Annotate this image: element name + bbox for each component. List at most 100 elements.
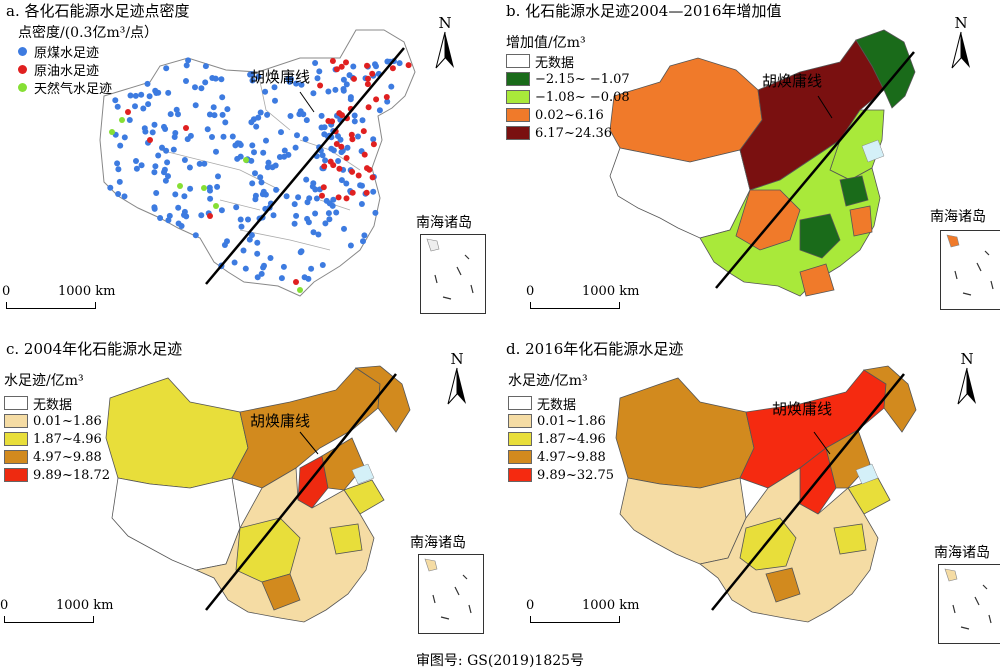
density-dot xyxy=(361,151,368,158)
density-dot xyxy=(303,176,310,183)
density-dot xyxy=(115,166,122,173)
legend-c-item: 0.01~1.86 xyxy=(33,413,102,429)
south-china-sea-inset xyxy=(418,554,484,634)
density-dot xyxy=(265,159,272,166)
swatch-class-1 xyxy=(4,414,28,428)
density-dot xyxy=(364,62,370,69)
density-dot xyxy=(335,158,342,164)
scale-bar: 0 1000 km xyxy=(0,598,204,630)
map-d xyxy=(615,365,917,623)
density-dot xyxy=(338,143,345,150)
density-dot xyxy=(320,184,327,191)
panel-c: c. 2004年化石能源水足迹 水足迹/亿m³ 无数据 0.01~1.86 1.… xyxy=(0,338,500,668)
density-dot xyxy=(263,137,269,144)
north-label: N xyxy=(450,350,464,368)
density-dot xyxy=(177,183,183,189)
density-dot xyxy=(151,121,158,128)
density-dot xyxy=(192,102,199,109)
density-dot xyxy=(338,177,345,184)
density-dot xyxy=(248,119,255,126)
density-dot xyxy=(237,142,244,148)
density-dot xyxy=(364,165,370,172)
density-dot xyxy=(231,259,238,266)
map-c xyxy=(105,365,411,623)
density-dot xyxy=(313,195,320,202)
density-dot xyxy=(218,76,225,83)
density-dot xyxy=(157,215,164,221)
north-label: N xyxy=(438,14,452,32)
density-dot xyxy=(162,177,169,184)
density-dot xyxy=(372,209,379,216)
density-dot xyxy=(237,216,244,223)
density-dot xyxy=(198,85,205,92)
panel-d: d. 2016年化石能源水足迹 水足迹/亿m³ 无数据 0.01~1.86 1.… xyxy=(500,338,1000,668)
density-dot xyxy=(181,157,188,163)
density-dot xyxy=(249,180,256,187)
region-west xyxy=(615,377,755,489)
density-dot xyxy=(114,160,121,167)
density-dot xyxy=(358,201,365,207)
density-dot xyxy=(349,189,356,196)
density-dot xyxy=(262,88,269,95)
region-anhui xyxy=(833,523,867,555)
density-dot xyxy=(159,144,165,151)
map-approval-number: 审图号: GS(2019)1825号 xyxy=(415,653,585,669)
scale-length: 1000 km xyxy=(582,284,640,299)
density-dot xyxy=(187,132,194,139)
hu-line xyxy=(205,373,397,611)
density-dot xyxy=(389,65,396,72)
density-dot xyxy=(121,134,128,141)
north-label: N xyxy=(954,14,968,32)
north-arrow-icon: N xyxy=(954,350,980,410)
north-arrow-icon: N xyxy=(444,350,470,410)
density-dot xyxy=(272,162,279,169)
density-dot xyxy=(340,87,347,94)
density-dot xyxy=(329,58,336,64)
density-dot xyxy=(264,111,271,118)
density-dot xyxy=(293,279,299,285)
panel-a: a. 各化石能源水足迹点密度 点密度/(0.3亿m³/点） 原煤水足迹 原油水足… xyxy=(0,0,500,330)
density-dot xyxy=(300,111,307,118)
scale-zero: 0 xyxy=(0,598,9,613)
density-dot xyxy=(151,204,158,211)
density-dot xyxy=(261,262,267,269)
panel-a-title: a. 各化石能源水足迹点密度 xyxy=(6,2,190,20)
density-dot xyxy=(317,82,324,89)
legend-a-item: 天然气水足迹 xyxy=(34,81,113,97)
density-dot xyxy=(283,193,290,200)
density-dot xyxy=(270,212,277,219)
legend-d-item: 1.87~4.96 xyxy=(537,431,606,447)
density-dot xyxy=(212,75,219,82)
density-dot xyxy=(232,142,239,149)
density-dot xyxy=(243,157,249,163)
density-dot xyxy=(198,212,205,219)
density-dot xyxy=(234,155,241,162)
region-west xyxy=(105,377,249,489)
hu-line xyxy=(711,373,905,611)
density-dot xyxy=(291,201,298,208)
legend-d: 无数据 0.01~1.86 1.87~4.96 4.97~9.88 9.89~3… xyxy=(508,394,614,484)
density-dot xyxy=(338,63,345,70)
density-dot xyxy=(155,152,162,159)
density-dot xyxy=(271,84,278,91)
density-dot xyxy=(164,159,171,166)
density-dot xyxy=(242,265,249,272)
density-dot xyxy=(260,149,267,156)
density-dot xyxy=(361,232,368,239)
density-dot xyxy=(373,63,379,70)
density-dot xyxy=(229,133,236,140)
scale-zero: 0 xyxy=(526,598,535,613)
density-dot xyxy=(213,148,219,155)
density-dot xyxy=(281,147,288,154)
panel-b-title: b. 化石能源水足迹2004—2016年增加值 xyxy=(506,2,782,20)
density-dot xyxy=(253,123,260,130)
density-dot xyxy=(355,133,361,140)
region-northeast xyxy=(855,29,916,109)
legend-c-item: 9.89~18.72 xyxy=(33,467,111,483)
density-dot xyxy=(133,158,139,164)
density-dot xyxy=(280,263,287,270)
density-dot xyxy=(294,132,300,139)
density-dot xyxy=(287,113,294,119)
inset-label: 南海诸岛 xyxy=(416,215,472,231)
density-dot xyxy=(349,168,356,175)
